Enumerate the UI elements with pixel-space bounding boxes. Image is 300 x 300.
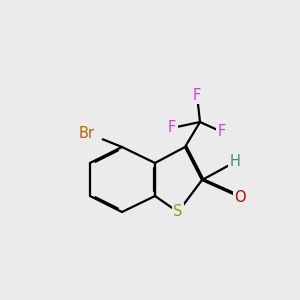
- Text: Br: Br: [79, 125, 95, 140]
- Text: S: S: [173, 205, 183, 220]
- Text: F: F: [218, 124, 226, 140]
- Text: F: F: [193, 88, 201, 103]
- Text: O: O: [234, 190, 246, 205]
- Text: F: F: [168, 121, 176, 136]
- Text: H: H: [230, 154, 240, 169]
